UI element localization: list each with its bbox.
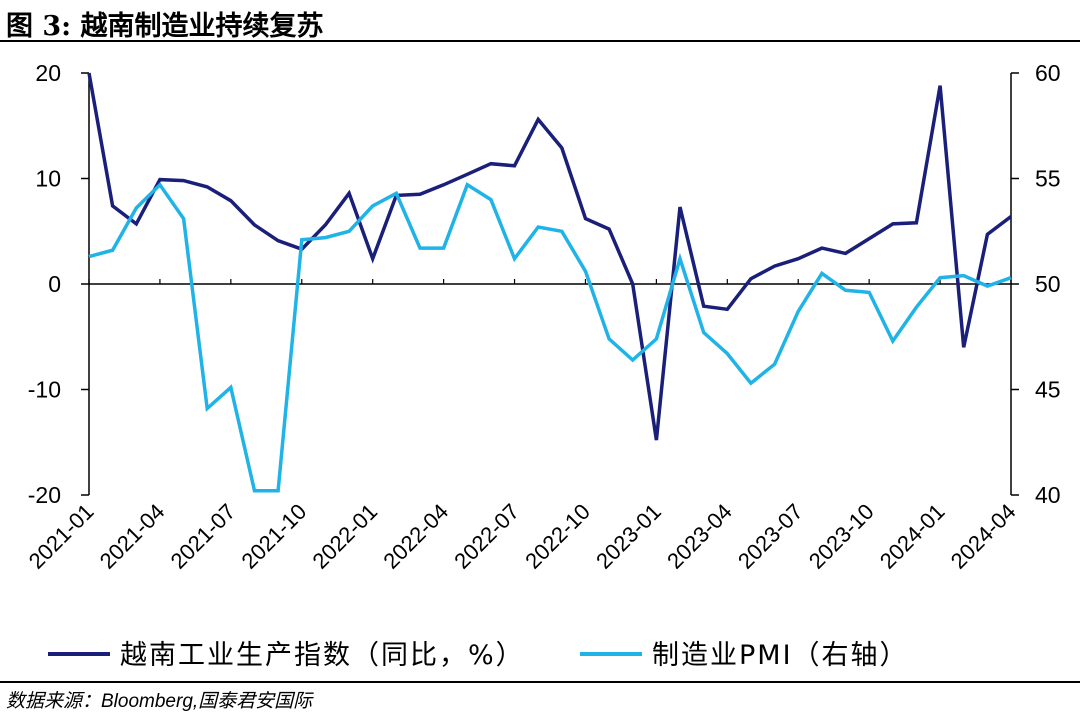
footer-divider <box>0 681 1080 683</box>
left-y-tick-label: 20 <box>35 60 61 86</box>
series-line-industrial-production <box>87 72 1013 441</box>
left-y-tick-label: -20 <box>28 482 61 508</box>
source-note: 数据来源：Bloomberg,国泰君安国际 <box>6 691 313 712</box>
x-tick-label: 2023-07 <box>733 499 808 574</box>
right-y-tick-label: 60 <box>1035 60 1061 86</box>
right-y-tick-label: 55 <box>1035 166 1061 192</box>
right-y-tick-label: 50 <box>1035 271 1061 297</box>
x-tick-label: 2021-07 <box>166 499 241 574</box>
x-tick-label: 2022-07 <box>449 499 524 574</box>
plot-area: -20-100102040455055602021-012021-042021-… <box>24 60 1061 671</box>
x-tick-label: 2022-04 <box>378 499 453 574</box>
right-y-tick-label: 40 <box>1035 482 1061 508</box>
left-y-tick-label: 0 <box>48 271 61 297</box>
title-divider <box>0 40 1080 42</box>
right-y-tick-label: 45 <box>1035 377 1061 403</box>
left-y-tick-label: -10 <box>28 377 61 403</box>
x-tick-label: 2023-04 <box>662 499 737 574</box>
legend-label: 越南工业生产指数（同比，%） <box>120 640 525 671</box>
left-y-tick-label: 10 <box>35 166 61 192</box>
x-tick-label: 2021-10 <box>237 499 312 574</box>
x-tick-label: 2021-04 <box>95 499 170 574</box>
line-chart: -20-100102040455055602021-012021-042021-… <box>24 60 1061 671</box>
x-tick-label: 2022-01 <box>307 499 382 574</box>
legend-label: 制造业PMI（右轴） <box>652 640 909 671</box>
x-tick-label: 2024-04 <box>946 499 1021 574</box>
x-tick-label: 2022-10 <box>520 499 595 574</box>
x-tick-label: 2021-01 <box>24 499 99 574</box>
x-tick-label: 2023-01 <box>591 499 666 574</box>
series-line-manufacturing-pmi <box>88 182 1012 493</box>
x-tick-label: 2024-01 <box>875 499 950 574</box>
figure-title: 图 3: 越南制造业持续复苏 <box>6 11 324 42</box>
x-tick-label: 2023-10 <box>804 499 879 574</box>
